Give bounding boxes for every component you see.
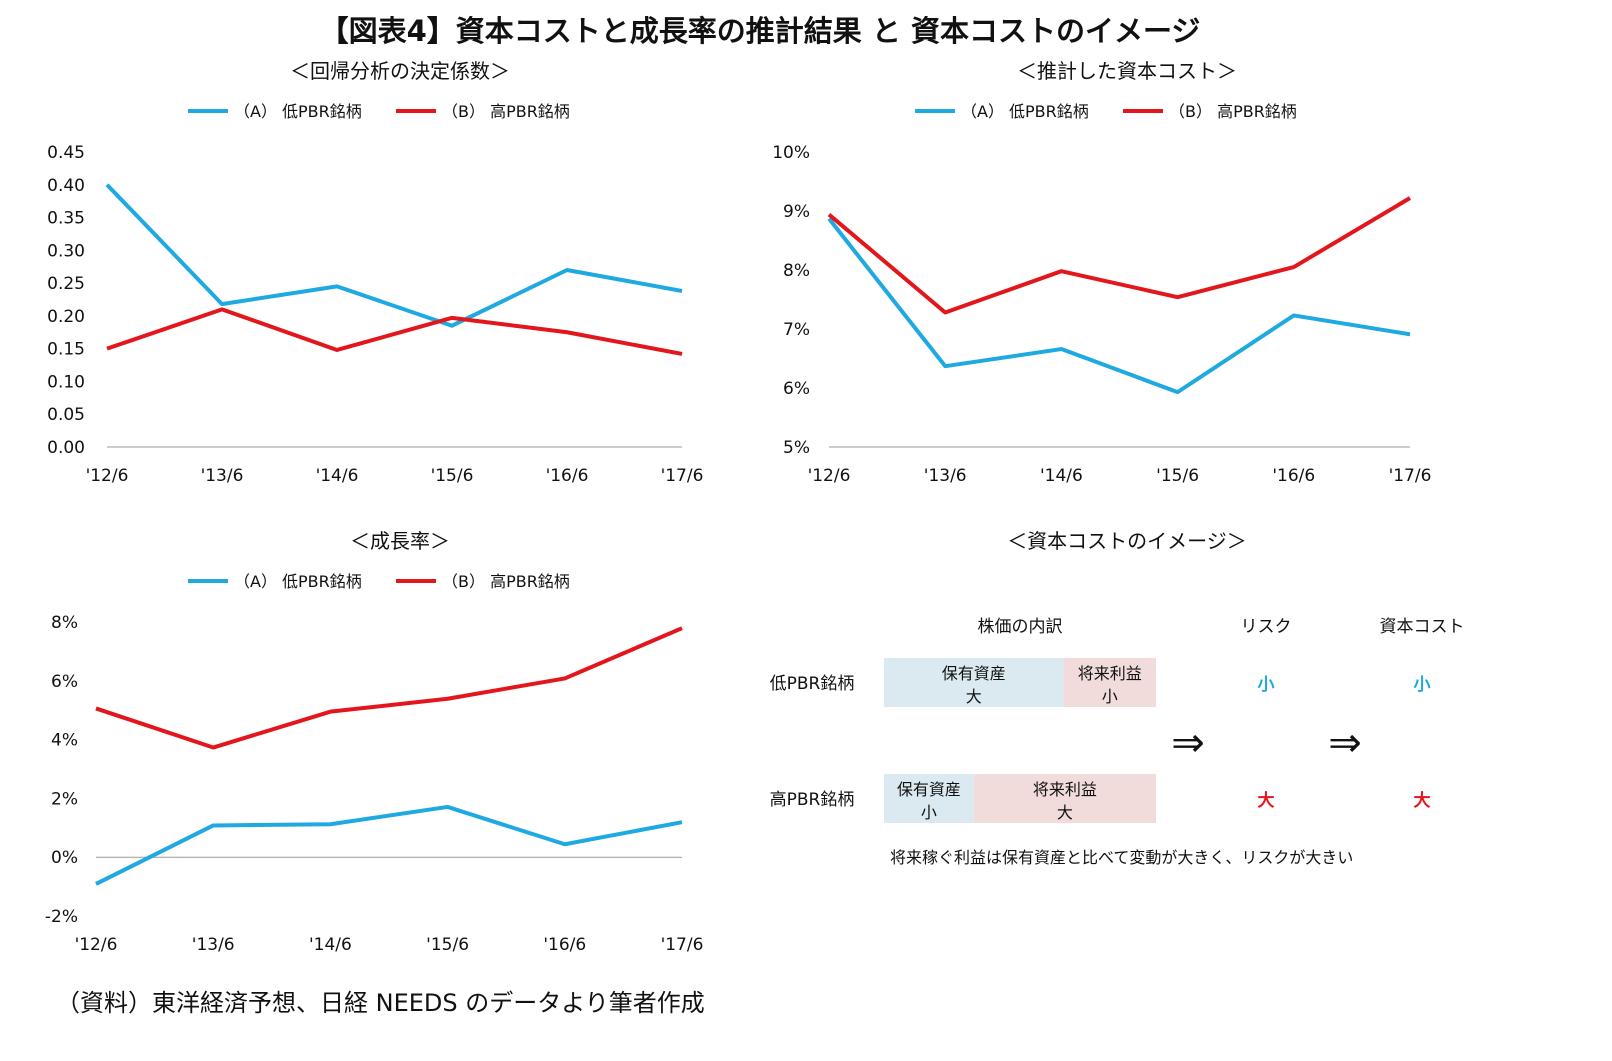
cost-value: 小: [1414, 675, 1431, 695]
x-tick-label: '16/6: [543, 935, 586, 955]
x-tick-label: '12/6: [808, 466, 851, 486]
arrow-icon: ⇒: [1328, 720, 1362, 766]
y-tick-label: 0.25: [47, 274, 85, 294]
future-size: 大: [1057, 803, 1073, 822]
header-breakdown: 株価の内訳: [978, 617, 1063, 637]
asset-label: 保有資産: [897, 780, 961, 799]
asset-size: 大: [966, 687, 982, 706]
y-tick-label: 8%: [783, 261, 810, 281]
x-tick-label: '12/6: [86, 466, 129, 486]
x-tick-label: '17/6: [661, 466, 704, 486]
chart-1: ＜回帰分析の決定係数＞ （A） 低PBR銘柄 （B） 高PBR銘柄 0.00 0.05 0…: [47, 59, 703, 486]
cost-value: 大: [1414, 790, 1431, 811]
x-tick-label: '12/6: [75, 935, 118, 955]
y-tick-label: 10%: [772, 143, 810, 163]
series-line-b: [95, 626, 683, 750]
future-box: [973, 774, 1156, 823]
y-tick-label: 0.40: [47, 176, 85, 196]
asset-box: [884, 658, 1064, 707]
future-size: 小: [1102, 687, 1118, 706]
chart-3: ＜成長率＞ （A） 低PBR銘柄 （B） 高PBR銘柄 -2% 0% 2% 4% 6% 8% '1…: [45, 529, 704, 955]
risk-value: 小: [1258, 675, 1275, 695]
y-tick-label: 0.45: [47, 143, 85, 163]
series-line-a: [827, 217, 1411, 395]
x-tick-label: '13/6: [924, 466, 967, 486]
y-tick-label: 4%: [51, 731, 78, 751]
x-tick-label: '15/6: [1156, 466, 1199, 486]
y-tick-label: 0.10: [47, 372, 85, 392]
y-tick-label: 7%: [783, 320, 810, 340]
figure-title: 【図表4】資本コストと成長率の推計結果 と 資本コストのイメージ: [319, 14, 1201, 48]
y-tick-label: 0.00: [47, 438, 85, 458]
y-tick-label: 0.30: [47, 241, 85, 261]
arrow-icon: ⇒: [1171, 720, 1205, 766]
x-tick-label: '13/6: [192, 935, 235, 955]
y-tick-label: 0.20: [47, 307, 85, 327]
y-tick-label: 8%: [51, 613, 78, 633]
series-line-b: [827, 196, 1412, 315]
chart-title: ＜推計した資本コスト＞: [1017, 59, 1237, 83]
x-tick-label: '15/6: [426, 935, 469, 955]
legend-label: （A） 低PBR銘柄: [961, 102, 1089, 121]
future-box: [1063, 658, 1156, 707]
y-tick-label: 2%: [51, 789, 78, 809]
y-tick-label: 6%: [783, 379, 810, 399]
row-label: 高PBR銘柄: [770, 790, 855, 810]
asset-label: 保有資産: [942, 664, 1006, 683]
y-tick-label: 6%: [51, 672, 78, 692]
y-tick-label: 0%: [51, 848, 78, 868]
legend-label: （B） 高PBR銘柄: [442, 102, 570, 121]
row-label: 低PBR銘柄: [770, 674, 855, 694]
diagram-title: ＜資本コストのイメージ＞: [1007, 529, 1247, 553]
chart-2: ＜推計した資本コスト＞ （A） 低PBR銘柄 （B） 高PBR銘柄 5% 6% 7% 8% 9…: [772, 59, 1431, 486]
future-label: 将来利益: [1078, 664, 1142, 683]
x-tick-label: '17/6: [1389, 466, 1432, 486]
legend-label: （A） 低PBR銘柄: [234, 572, 362, 591]
legend-label: （B） 高PBR銘柄: [442, 572, 570, 591]
header-risk: リスク: [1241, 617, 1292, 637]
y-tick-label: 0.05: [47, 405, 85, 425]
asset-size: 小: [921, 803, 937, 822]
header-cost: 資本コスト: [1380, 617, 1465, 637]
series-line-b: [106, 307, 683, 356]
chart-title: ＜成長率＞: [350, 529, 450, 553]
x-tick-label: '16/6: [546, 466, 589, 486]
series-line-a: [95, 804, 683, 886]
y-tick-label: 5%: [783, 438, 810, 458]
series-line-a: [105, 183, 683, 328]
y-tick-label: 0.35: [47, 209, 85, 229]
legend-label: （B） 高PBR銘柄: [1169, 102, 1297, 121]
x-tick-label: '14/6: [309, 935, 352, 955]
x-tick-label: '13/6: [201, 466, 244, 486]
future-label: 将来利益: [1033, 780, 1097, 799]
source-note: （資料）東洋経済予想、日経 NEEDS のデータより筆者作成: [56, 989, 705, 1017]
risk-value: 大: [1258, 790, 1275, 811]
x-tick-label: '15/6: [431, 466, 474, 486]
diagram-note: 将来稼ぐ利益は保有資産と比べて変動が大きく、リスクが大きい: [890, 848, 1353, 867]
x-tick-label: '14/6: [316, 466, 359, 486]
y-tick-label: -2%: [45, 907, 78, 927]
y-tick-label: 0.15: [47, 340, 85, 360]
x-tick-label: '17/6: [661, 935, 704, 955]
asset-box: [884, 774, 974, 823]
chart-title: ＜回帰分析の決定係数＞: [290, 59, 510, 83]
legend-label: （A） 低PBR銘柄: [234, 102, 362, 121]
x-tick-label: '16/6: [1272, 466, 1315, 486]
x-tick-label: '14/6: [1040, 466, 1083, 486]
capital-cost-image: ＜資本コストのイメージ＞株価の内訳 リスク 資本コスト低PBR銘柄保有資産大将来利益…: [770, 529, 1465, 867]
y-tick-label: 9%: [783, 202, 810, 222]
